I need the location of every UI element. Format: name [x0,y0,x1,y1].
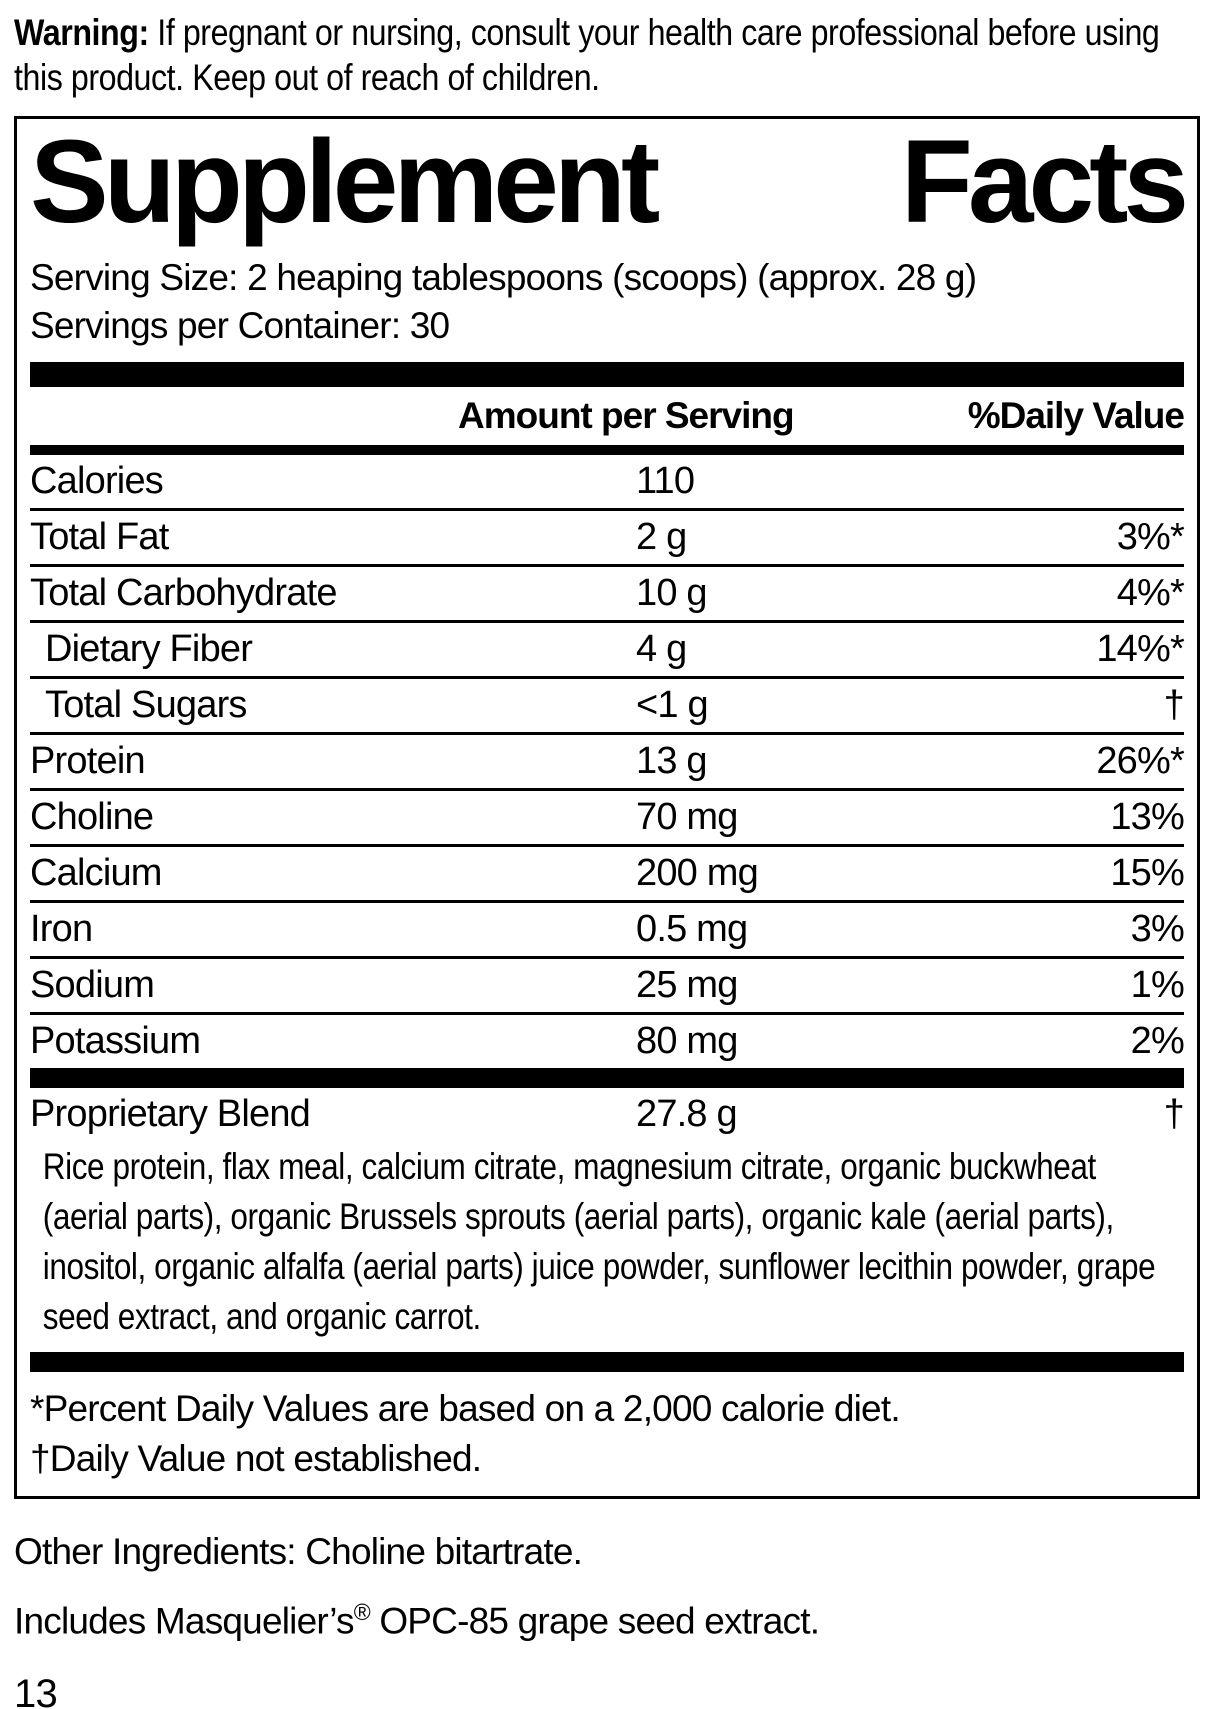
nutrient-label: Sodium [30,963,155,1006]
nutrient-row-dietary-fiber: Dietary Fiber 4 g 14%* [30,623,1185,679]
includes-prefix: Includes Masquelier’s [14,1600,354,1642]
blend-dv: † [1163,1093,1185,1136]
nutrient-dv: 4%* [1116,571,1185,614]
nutrient-amount: 200 mg [636,851,759,894]
nutrient-amount: 25 mg [636,963,738,1006]
nutrient-row-total-carbohydrate: Total Carbohydrate 10 g 4%* [30,567,1185,623]
panel-title-right: Facts [900,116,1189,248]
nutrient-label: Potassium [30,1019,201,1062]
nutrient-amount: <1 g [636,683,709,726]
nutrient-amount: 110 [636,459,695,502]
nutrient-label: Protein [30,739,146,782]
divider-bar-medium [30,444,1184,455]
includes-note: Includes Masquelier’s® OPC-85 grape seed… [14,1599,1200,1642]
nutrient-label: Total Sugars [45,683,247,726]
warning-label: Warning: [14,12,149,53]
nutrient-label: Total Fat [30,515,169,558]
nutrient-label: Choline [30,795,154,838]
nutrient-row-sodium: Sodium 25 mg 1% [30,959,1185,1015]
nutrient-amount: 13 g [636,739,708,782]
divider-bar-thick-top [30,361,1184,387]
nutrient-dv: 26%* [1096,739,1184,782]
warning-body: If pregnant or nursing, consult your hea… [14,12,1160,98]
nutrient-amount: 70 mg [636,795,738,838]
nutrient-row-iron: Iron 0.5 mg 3% [30,903,1185,959]
nutrient-label: Total Carbohydrate [30,571,337,614]
nutrient-dv: † [1163,683,1185,726]
servings-per-container: Servings per Container: 30 [30,304,450,346]
nutrient-amount: 80 mg [636,1019,738,1062]
nutrient-label: Dietary Fiber [45,627,253,670]
nutrient-dv: 1% [1130,963,1185,1006]
serving-size: Serving Size: 2 heaping tablespoons (sco… [30,256,977,298]
panel-title-left: Supplement [30,116,660,248]
blend-ingredients: Rice protein, flax meal, calcium citrate… [42,1145,1156,1337]
nutrient-dv: 3%* [1116,515,1185,558]
nutrient-row-choline: Choline 70 mg 13% [30,791,1185,847]
nutrient-row-calories: Calories 110 [30,455,1184,511]
other-ingredients: Other Ingredients: Choline bitartrate. [14,1530,583,1572]
footnote-daily-values: *Percent Daily Values are based on a 2,0… [30,1387,901,1429]
nutrient-amount: 4 g [636,627,687,670]
page-number: 13 [14,1672,58,1709]
column-headers: Amount per Serving %Daily Value [30,387,1185,445]
nutrient-row-protein: Protein 13 g 26%* [30,735,1185,791]
nutrient-label: Iron [30,907,93,950]
nutrient-label: Calories [30,459,164,502]
proprietary-blend-row: Proprietary Blend 27.8 g † [30,1088,1185,1142]
divider-bar-footnotes [30,1351,1184,1372]
nutrient-amount: 10 g [636,571,708,614]
nutrient-dv: 14%* [1096,627,1184,670]
nutrient-row-calcium: Calcium 200 mg 15% [30,847,1185,903]
nutrient-dv: 3% [1130,907,1185,950]
registered-mark: ® [353,1598,371,1625]
nutrient-dv: 15% [1110,851,1184,894]
supplement-facts-panel: Supplement Facts Serving Size: 2 heaping… [14,116,1200,1499]
footnote-not-established: †Daily Value not established. [30,1437,482,1479]
nutrient-label: Calcium [30,851,162,894]
column-header-daily-value: %Daily Value [967,394,1185,436]
blend-amount: 27.8 g [636,1093,738,1136]
divider-bar-blend [30,1067,1184,1088]
column-header-amount: Amount per Serving [458,394,795,436]
nutrient-row-total-sugars: Total Sugars <1 g † [30,679,1185,735]
panel-title: Supplement Facts [30,116,1189,248]
nutrient-row-total-fat: Total Fat 2 g 3%* [30,511,1185,567]
nutrient-dv: 2% [1130,1019,1185,1062]
blend-label: Proprietary Blend [30,1093,311,1136]
footnotes: *Percent Daily Values are based on a 2,0… [30,1384,1184,1484]
nutrient-dv: 13% [1110,795,1184,838]
nutrient-amount: 0.5 mg [636,907,748,950]
warning-text: Warning: If pregnant or nursing, consult… [14,10,1197,100]
nutrient-row-potassium: Potassium 80 mg 2% [30,1015,1185,1068]
includes-suffix: OPC-85 grape seed extract. [369,1600,820,1642]
serving-info: Serving Size: 2 heaping tablespoons (sco… [30,254,1184,350]
nutrient-amount: 2 g [636,515,687,558]
